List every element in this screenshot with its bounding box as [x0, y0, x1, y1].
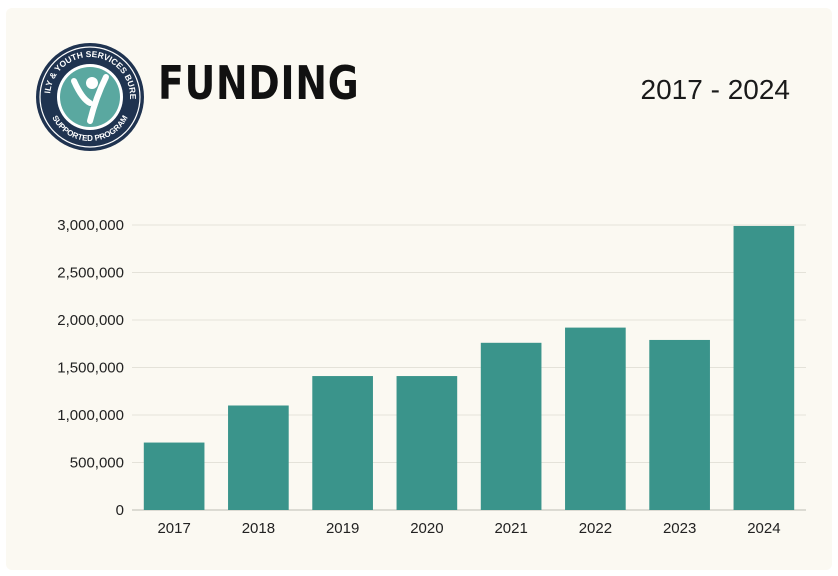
x-tick-label: 2019	[326, 520, 359, 537]
bar-2019	[312, 376, 373, 510]
funding-bar-chart: 0 500,000 1,000,000 1,500,000 2,000,000 2,500…	[57, 217, 806, 537]
x-tick-label: 2024	[747, 520, 780, 537]
y-tick-label: 2,000,000	[57, 312, 124, 329]
date-range: 2017 - 2024	[640, 74, 790, 105]
bar-2018	[228, 405, 289, 510]
bar-2022	[565, 327, 626, 510]
bar-2021	[480, 342, 542, 510]
bar-2023	[649, 339, 710, 510]
bar-2020	[396, 376, 458, 510]
y-tick-label: 500,000	[70, 455, 124, 472]
chart-card: FAMILY & YOUTH SERVICES BUREAU SUPPORTED…	[6, 8, 832, 570]
x-tick-label: 2018	[242, 520, 275, 537]
page-title: FUNDING	[158, 56, 360, 110]
x-tick-label: 2020	[410, 520, 443, 537]
y-tick-label: 2,500,000	[57, 265, 124, 282]
bar-2017	[143, 442, 205, 510]
x-tick-label: 2023	[663, 520, 696, 537]
person-figure-icon	[71, 74, 109, 124]
y-tick-label: 3,000,000	[57, 217, 124, 234]
fysb-logo: FAMILY & YOUTH SERVICES BUREAU SUPPORTED…	[34, 41, 144, 151]
x-tick-label: 2017	[157, 520, 190, 537]
x-tick-label: 2022	[579, 520, 612, 537]
y-tick-label: 1,000,000	[57, 407, 124, 424]
bar-2024	[733, 225, 795, 510]
y-tick-label: 0	[116, 502, 124, 519]
x-tick-label: 2021	[494, 520, 527, 537]
y-tick-label: 1,500,000	[57, 360, 124, 377]
